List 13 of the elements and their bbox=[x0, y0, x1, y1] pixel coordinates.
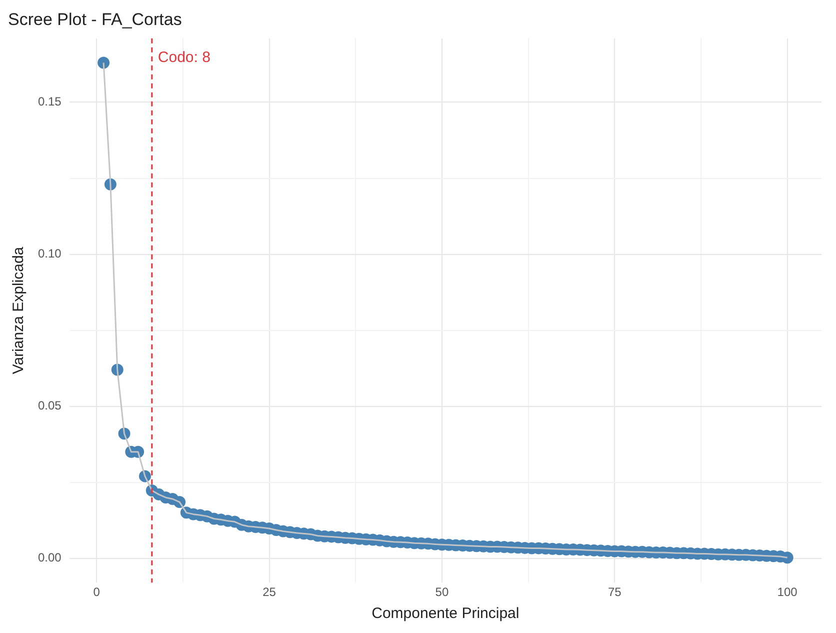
y-tick-label: 0.00 bbox=[38, 550, 62, 565]
x-tick-label: 0 bbox=[93, 585, 100, 600]
x-tick-label: 25 bbox=[262, 585, 276, 600]
y-tick-label: 0.05 bbox=[38, 398, 62, 413]
y-axis-title: Varianza Explicada bbox=[10, 246, 28, 374]
y-tick-label: 0.15 bbox=[38, 94, 62, 109]
chart-title: Scree Plot - FA_Cortas bbox=[8, 10, 182, 29]
x-tick-label: 75 bbox=[608, 585, 622, 600]
x-tick-label: 50 bbox=[435, 585, 449, 600]
ref-line-label: Codo: 8 bbox=[158, 49, 210, 66]
x-axis-title: Componente Principal bbox=[372, 605, 520, 622]
y-tick-label: 0.10 bbox=[38, 246, 62, 261]
x-tick-label: 100 bbox=[777, 585, 798, 600]
